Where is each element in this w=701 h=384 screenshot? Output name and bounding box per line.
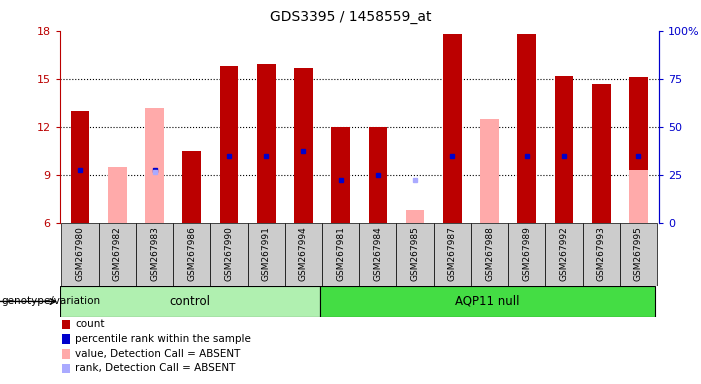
Bar (285, 223, 322, 286)
Text: AQP11 null: AQP11 null (456, 295, 520, 308)
Bar (406, 210, 424, 223)
Text: GSM267980: GSM267980 (76, 226, 85, 281)
Bar (629, 170, 648, 223)
Bar (145, 108, 164, 223)
Bar (592, 84, 611, 223)
Bar (545, 223, 583, 286)
Bar (397, 223, 434, 286)
Text: GSM267989: GSM267989 (522, 226, 531, 281)
Bar (434, 223, 471, 286)
Bar (99, 223, 136, 286)
Bar (62, 223, 99, 286)
Bar (322, 223, 359, 286)
Text: rank, Detection Call = ABSENT: rank, Detection Call = ABSENT (75, 363, 236, 373)
Text: genotype/variation: genotype/variation (1, 296, 100, 306)
Bar (332, 127, 350, 223)
Bar (210, 223, 247, 286)
Bar (247, 223, 285, 286)
Text: GSM267988: GSM267988 (485, 226, 494, 281)
Text: value, Detection Call = ABSENT: value, Detection Call = ABSENT (75, 349, 240, 359)
Text: GSM267981: GSM267981 (336, 226, 345, 281)
Bar (471, 223, 508, 286)
Bar (508, 223, 545, 286)
Bar (554, 76, 573, 223)
Bar (517, 34, 536, 223)
Text: GSM267993: GSM267993 (597, 226, 606, 281)
Text: count: count (75, 319, 104, 329)
Text: percentile rank within the sample: percentile rank within the sample (75, 334, 251, 344)
Bar (320, 286, 655, 317)
Bar (480, 119, 499, 223)
Bar (443, 34, 462, 223)
Bar (108, 167, 127, 223)
Text: GSM267983: GSM267983 (150, 226, 159, 281)
Text: GSM267991: GSM267991 (261, 226, 271, 281)
Bar (629, 77, 648, 223)
Text: GSM267985: GSM267985 (411, 226, 420, 281)
Text: GSM267992: GSM267992 (559, 226, 569, 281)
Bar (583, 223, 620, 286)
Bar (60, 286, 320, 317)
Bar (369, 127, 387, 223)
Bar (136, 223, 173, 286)
Bar (182, 151, 201, 223)
Text: GSM267984: GSM267984 (374, 226, 382, 281)
Text: GDS3395 / 1458559_at: GDS3395 / 1458559_at (270, 10, 431, 23)
Text: GSM267995: GSM267995 (634, 226, 643, 281)
Bar (71, 111, 89, 223)
Bar (620, 223, 657, 286)
Text: GSM267990: GSM267990 (224, 226, 233, 281)
Bar (219, 66, 238, 223)
Text: control: control (170, 295, 210, 308)
Text: GSM267982: GSM267982 (113, 226, 122, 281)
Text: GSM267986: GSM267986 (187, 226, 196, 281)
Text: GSM267987: GSM267987 (448, 226, 457, 281)
Bar (173, 223, 210, 286)
Text: GSM267994: GSM267994 (299, 226, 308, 281)
Bar (257, 65, 275, 223)
Bar (294, 68, 313, 223)
Bar (359, 223, 397, 286)
